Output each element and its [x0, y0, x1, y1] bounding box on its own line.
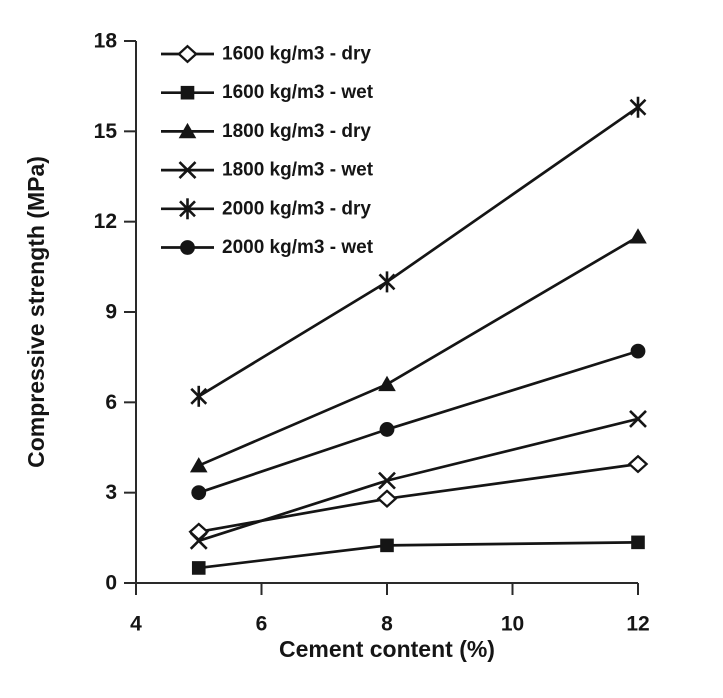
x-tick-label: 12: [626, 612, 649, 635]
marker-diamond-open: [188, 522, 210, 542]
marker-x: [178, 161, 197, 180]
series-4: [189, 409, 647, 550]
legend-label: 2000 kg/m3 - dry: [222, 198, 371, 219]
legend-item: 1800 kg/m3 - wet: [161, 160, 374, 181]
marker-asterisk: [179, 198, 196, 220]
series-1: [188, 454, 649, 542]
marker-diamond-open: [177, 44, 198, 64]
marker-circle-filled: [379, 422, 395, 437]
series-line: [198, 541, 639, 570]
y-axis-title: Compressive strength (MPa): [23, 156, 49, 468]
marker-x: [189, 531, 208, 550]
x-tick-label: 10: [501, 612, 524, 635]
series-line: [198, 235, 639, 467]
marker-triangle-filled: [178, 122, 197, 139]
x-axis-title: Cement content (%): [279, 636, 495, 662]
marker-circle-filled: [180, 240, 195, 255]
legend-item: 2000 kg/m3 - dry: [161, 198, 371, 220]
marker-square-filled: [191, 561, 206, 575]
legend-label: 1800 kg/m3 - dry: [222, 121, 371, 142]
marker-asterisk: [378, 271, 396, 293]
y-tick-label: 9: [105, 301, 117, 324]
y-tick-label: 15: [94, 120, 118, 143]
marker-circle-filled: [630, 343, 646, 359]
series-2: [191, 535, 645, 575]
y-tick-label: 18: [94, 30, 118, 53]
series-6: [191, 343, 646, 501]
x-tick-label: 4: [130, 612, 142, 635]
x-tick-label: 6: [256, 612, 268, 635]
legend-label: 1600 kg/m3 - wet: [222, 82, 374, 103]
marker-triangle-filled: [629, 228, 647, 244]
x-tick-label: 8: [381, 612, 393, 635]
legend-label: 1800 kg/m3 - wet: [222, 160, 374, 181]
series-3: [189, 228, 647, 473]
marker-diamond-open: [376, 489, 398, 509]
y-tick-label: 6: [105, 391, 117, 414]
marker-x: [378, 471, 396, 490]
marker-circle-filled: [191, 485, 207, 501]
legend-item: 2000 kg/m3 - wet: [161, 237, 374, 258]
marker-square-filled: [380, 538, 394, 553]
marker-square-filled: [631, 535, 645, 550]
y-tick-label: 3: [105, 481, 117, 504]
marker-triangle-filled: [189, 457, 208, 473]
legend-item: 1600 kg/m3 - dry: [161, 44, 371, 65]
marker-triangle-filled: [378, 375, 396, 392]
legend: 1600 kg/m3 - dry 1600 kg/m3 - wet 1800 kg/…: [161, 44, 374, 258]
marker-diamond-open: [627, 454, 649, 474]
legend-label: 2000 kg/m3 - wet: [222, 237, 374, 258]
legend-item: 1600 kg/m3 - wet: [161, 82, 374, 103]
series-line: [198, 349, 639, 494]
series-5: [190, 96, 647, 407]
marker-square-filled: [180, 85, 195, 100]
marker-x: [629, 409, 647, 428]
y-tick-label: 12: [94, 210, 117, 233]
legend-label: 1600 kg/m3 - dry: [222, 44, 371, 65]
marker-asterisk: [629, 96, 647, 118]
legend-item: 1800 kg/m3 - dry: [161, 121, 371, 142]
y-tick-label: 0: [105, 572, 117, 595]
marker-asterisk: [190, 385, 208, 407]
